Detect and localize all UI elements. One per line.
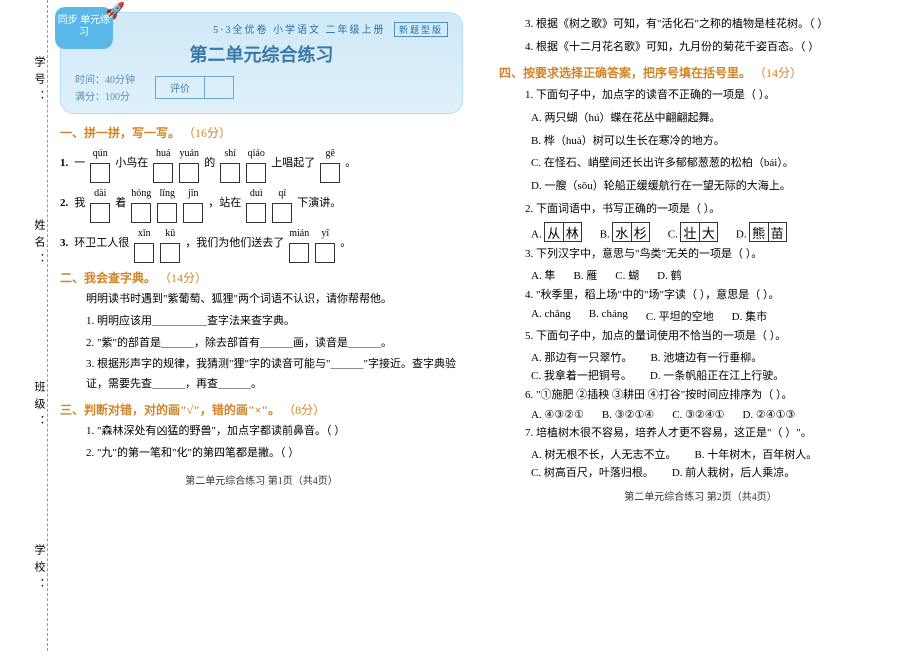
opt[interactable]: C. 在怪石、峭壁间还长出许多郁郁葱葱的松柏（bái）。 (499, 153, 902, 174)
header-topline: 5·3全优卷 小学语文 二年级上册 新题型版 (75, 21, 448, 37)
section-4-text: 四、按要求选择正确答案，把序号填在括号里。 (499, 66, 751, 80)
meta-score: 满分：100分 (75, 88, 135, 103)
page-2: 3. 根据《树之歌》可知，有"活化石"之称的植物是桂花树。（ ）4. 根据《十二… (481, 0, 920, 651)
opt[interactable]: C. ③②④① (672, 408, 724, 421)
opt[interactable]: A. 那边有一只翠竹。 (531, 349, 632, 365)
opt[interactable]: D. 集市 (732, 308, 767, 324)
q-opts: C. 我拿着一把铜号。 D. 一条帆船正在江上行驶。 (499, 367, 902, 383)
q-opts: A. 那边有一只翠竹。 B. 池塘边有一行垂柳。 (499, 349, 902, 365)
opt[interactable]: B. 十年树木，百年树人。 (694, 446, 817, 462)
q-opts: A. ④③②① B. ③②①④ C. ③②④① D. ②④①③ (499, 408, 902, 421)
opt[interactable]: A. 树无根不长，人无志不立。 (531, 446, 676, 462)
opt[interactable]: B. 池塘边有一行垂柳。 (650, 349, 762, 365)
opt[interactable]: C. 蝴 (615, 267, 639, 283)
section-3-pts: （8分） (283, 403, 325, 417)
opt[interactable]: A. 两只蝴（hú）蝶在花丛中翩翩起舞。 (499, 108, 902, 129)
q-stem: 1. 下面句子中，加点字的读音不正确的一项是（ ）。 (499, 85, 902, 106)
q-opts: A. 树无根不长，人无志不立。 B. 十年树木，百年树人。 (499, 446, 902, 462)
opt[interactable]: A. 隼 (531, 267, 555, 283)
q2-opts: A.从林 B.水杉 C.壮大 D.熊苗 (499, 222, 902, 242)
section-3-title: 三、判断对错，对的画"√"，错的画"×"。 （8分） (60, 401, 463, 418)
opt[interactable]: B. 雁 (573, 267, 597, 283)
opt[interactable]: D. 一艘（sōu）轮船正缓缓航行在一望无际的大海上。 (499, 176, 902, 197)
opt[interactable]: A. ④③②① (531, 408, 584, 421)
opt[interactable]: C.壮大 (668, 222, 718, 242)
q-opts: A. chǎng B. cháng C. 平坦的空地 D. 集市 (499, 308, 902, 324)
header-card: 同步 单元练习 🚀 5·3全优卷 小学语文 二年级上册 新题型版 第二单元综合练… (60, 12, 463, 114)
page-title: 第二单元综合练习 (75, 41, 448, 67)
q-stem: 2. 下面词语中，书写正确的一项是（ ）。 (499, 199, 902, 220)
section-2-pts: （14分） (159, 271, 207, 285)
q-opts: A. 隼 B. 雁 C. 蝴 D. 鹤 (499, 267, 902, 283)
section-2-text: 二、我会查字典。 (60, 271, 156, 285)
s3b-item: 4. 根据《十二月花名歌》可知，九月份的菊花千姿百态。（ ） (499, 37, 902, 58)
opt[interactable]: D. 一条帆船正在江上行驶。 (650, 367, 784, 383)
opt[interactable]: D. 鹤 (657, 267, 681, 283)
header-series-text: 5·3全优卷 小学语文 二年级上册 (213, 25, 385, 36)
edition-tag: 新题型版 (394, 22, 448, 37)
q-stem: 7. 培植树木很不容易，培养人才更不容易，这正是"（ ）"。 (499, 423, 902, 444)
s2-item: 2. "紫"的部首是＿＿＿，除去部首有＿＿＿画，读音是＿＿＿。 (60, 334, 463, 354)
opt[interactable]: D.熊苗 (736, 222, 787, 242)
section-4-pts: （14分） (754, 66, 802, 80)
opt[interactable]: C. 我拿着一把铜号。 (531, 367, 632, 383)
opt[interactable]: A. chǎng (531, 308, 571, 324)
meta-time: 时间：40分钟 (75, 71, 135, 86)
eval-label: 评价 (156, 77, 204, 98)
s1-row: 2.我dài着hónglǐngjīn，站在duìqí下演讲。 (60, 185, 463, 223)
eval-box: 评价 (155, 76, 234, 99)
q-stem: 3. 下列汉字中，意思与"鸟类"无关的一项是（ ）。 (499, 244, 902, 265)
q-stem: 5. 下面句子中，加点的量词使用不恰当的一项是（ ）。 (499, 326, 902, 347)
opt[interactable]: D. 前人栽树，后人乘凉。 (672, 464, 795, 480)
section-1-text: 一、拼一拼，写一写。 (60, 126, 180, 140)
q-stem: 6. "①施肥 ②插秧 ③耕田 ④打谷"按时间应排序为（ ）。 (499, 385, 902, 406)
opt[interactable]: A.从林 (531, 222, 582, 242)
opt[interactable]: D. ②④①③ (742, 408, 795, 421)
footer-left: 第二单元综合练习 第1页（共4页） (60, 472, 463, 487)
opt[interactable]: B. 桦（huà）树可以生长在寒冷的地方。 (499, 131, 902, 152)
section-2-title: 二、我会查字典。 （14分） (60, 269, 463, 286)
q-opts: C. 树高百尺，叶落归根。 D. 前人栽树，后人乘凉。 (499, 464, 902, 480)
s2-intro: 明明读书时遇到"紫葡萄、狐狸"两个词语不认识，请你帮帮他。 (60, 290, 463, 310)
footer-right: 第二单元综合练习 第2页（共4页） (499, 488, 902, 503)
section-3-text: 三、判断对错，对的画"√"，错的画"×"。 (60, 403, 280, 417)
s2-item: 3. 根据形声字的规律，我猜测"狸"字的读音可能与"＿＿＿"字接近。查字典验证，… (60, 355, 463, 395)
s3-item: 2. "九"的第一笔和"化"的第四笔都是撇。（ ） (60, 444, 463, 464)
opt[interactable]: C. 平坦的空地 (646, 308, 714, 324)
s1-row: 1.一qún小鸟在huáyuán的shíqiáo上唱起了gē。 (60, 145, 463, 183)
opt[interactable]: C. 树高百尺，叶落归根。 (531, 464, 654, 480)
section-1-pts: （16分） (183, 126, 231, 140)
s2-item: 1. 明明应该用＿＿＿＿＿查字法来查字典。 (60, 312, 463, 332)
section-4-title: 四、按要求选择正确答案，把序号填在括号里。 （14分） (499, 64, 902, 81)
s1-row: 3.环卫工人很xīnkǔ，我们为他们送去了miányī。 (60, 225, 463, 263)
section-1-title: 一、拼一拼，写一写。 （16分） (60, 124, 463, 141)
s3b-item: 3. 根据《树之歌》可知，有"活化石"之称的植物是桂花树。（ ） (499, 14, 902, 35)
s3-item: 1. "森林深处有凶猛的野兽"，加点字都读前鼻音。（ ） (60, 422, 463, 442)
q-stem: 4. "秋季里，稻上场"中的"场"字读（ ），意思是（ ）。 (499, 285, 902, 306)
page-1: 同步 单元练习 🚀 5·3全优卷 小学语文 二年级上册 新题型版 第二单元综合练… (0, 0, 481, 651)
rocket-icon: 🚀 (105, 1, 125, 21)
opt[interactable]: B. ③②①④ (602, 408, 654, 421)
opt[interactable]: B. cháng (589, 308, 628, 324)
eval-blank[interactable] (204, 77, 233, 98)
opt[interactable]: B.水杉 (600, 222, 650, 242)
